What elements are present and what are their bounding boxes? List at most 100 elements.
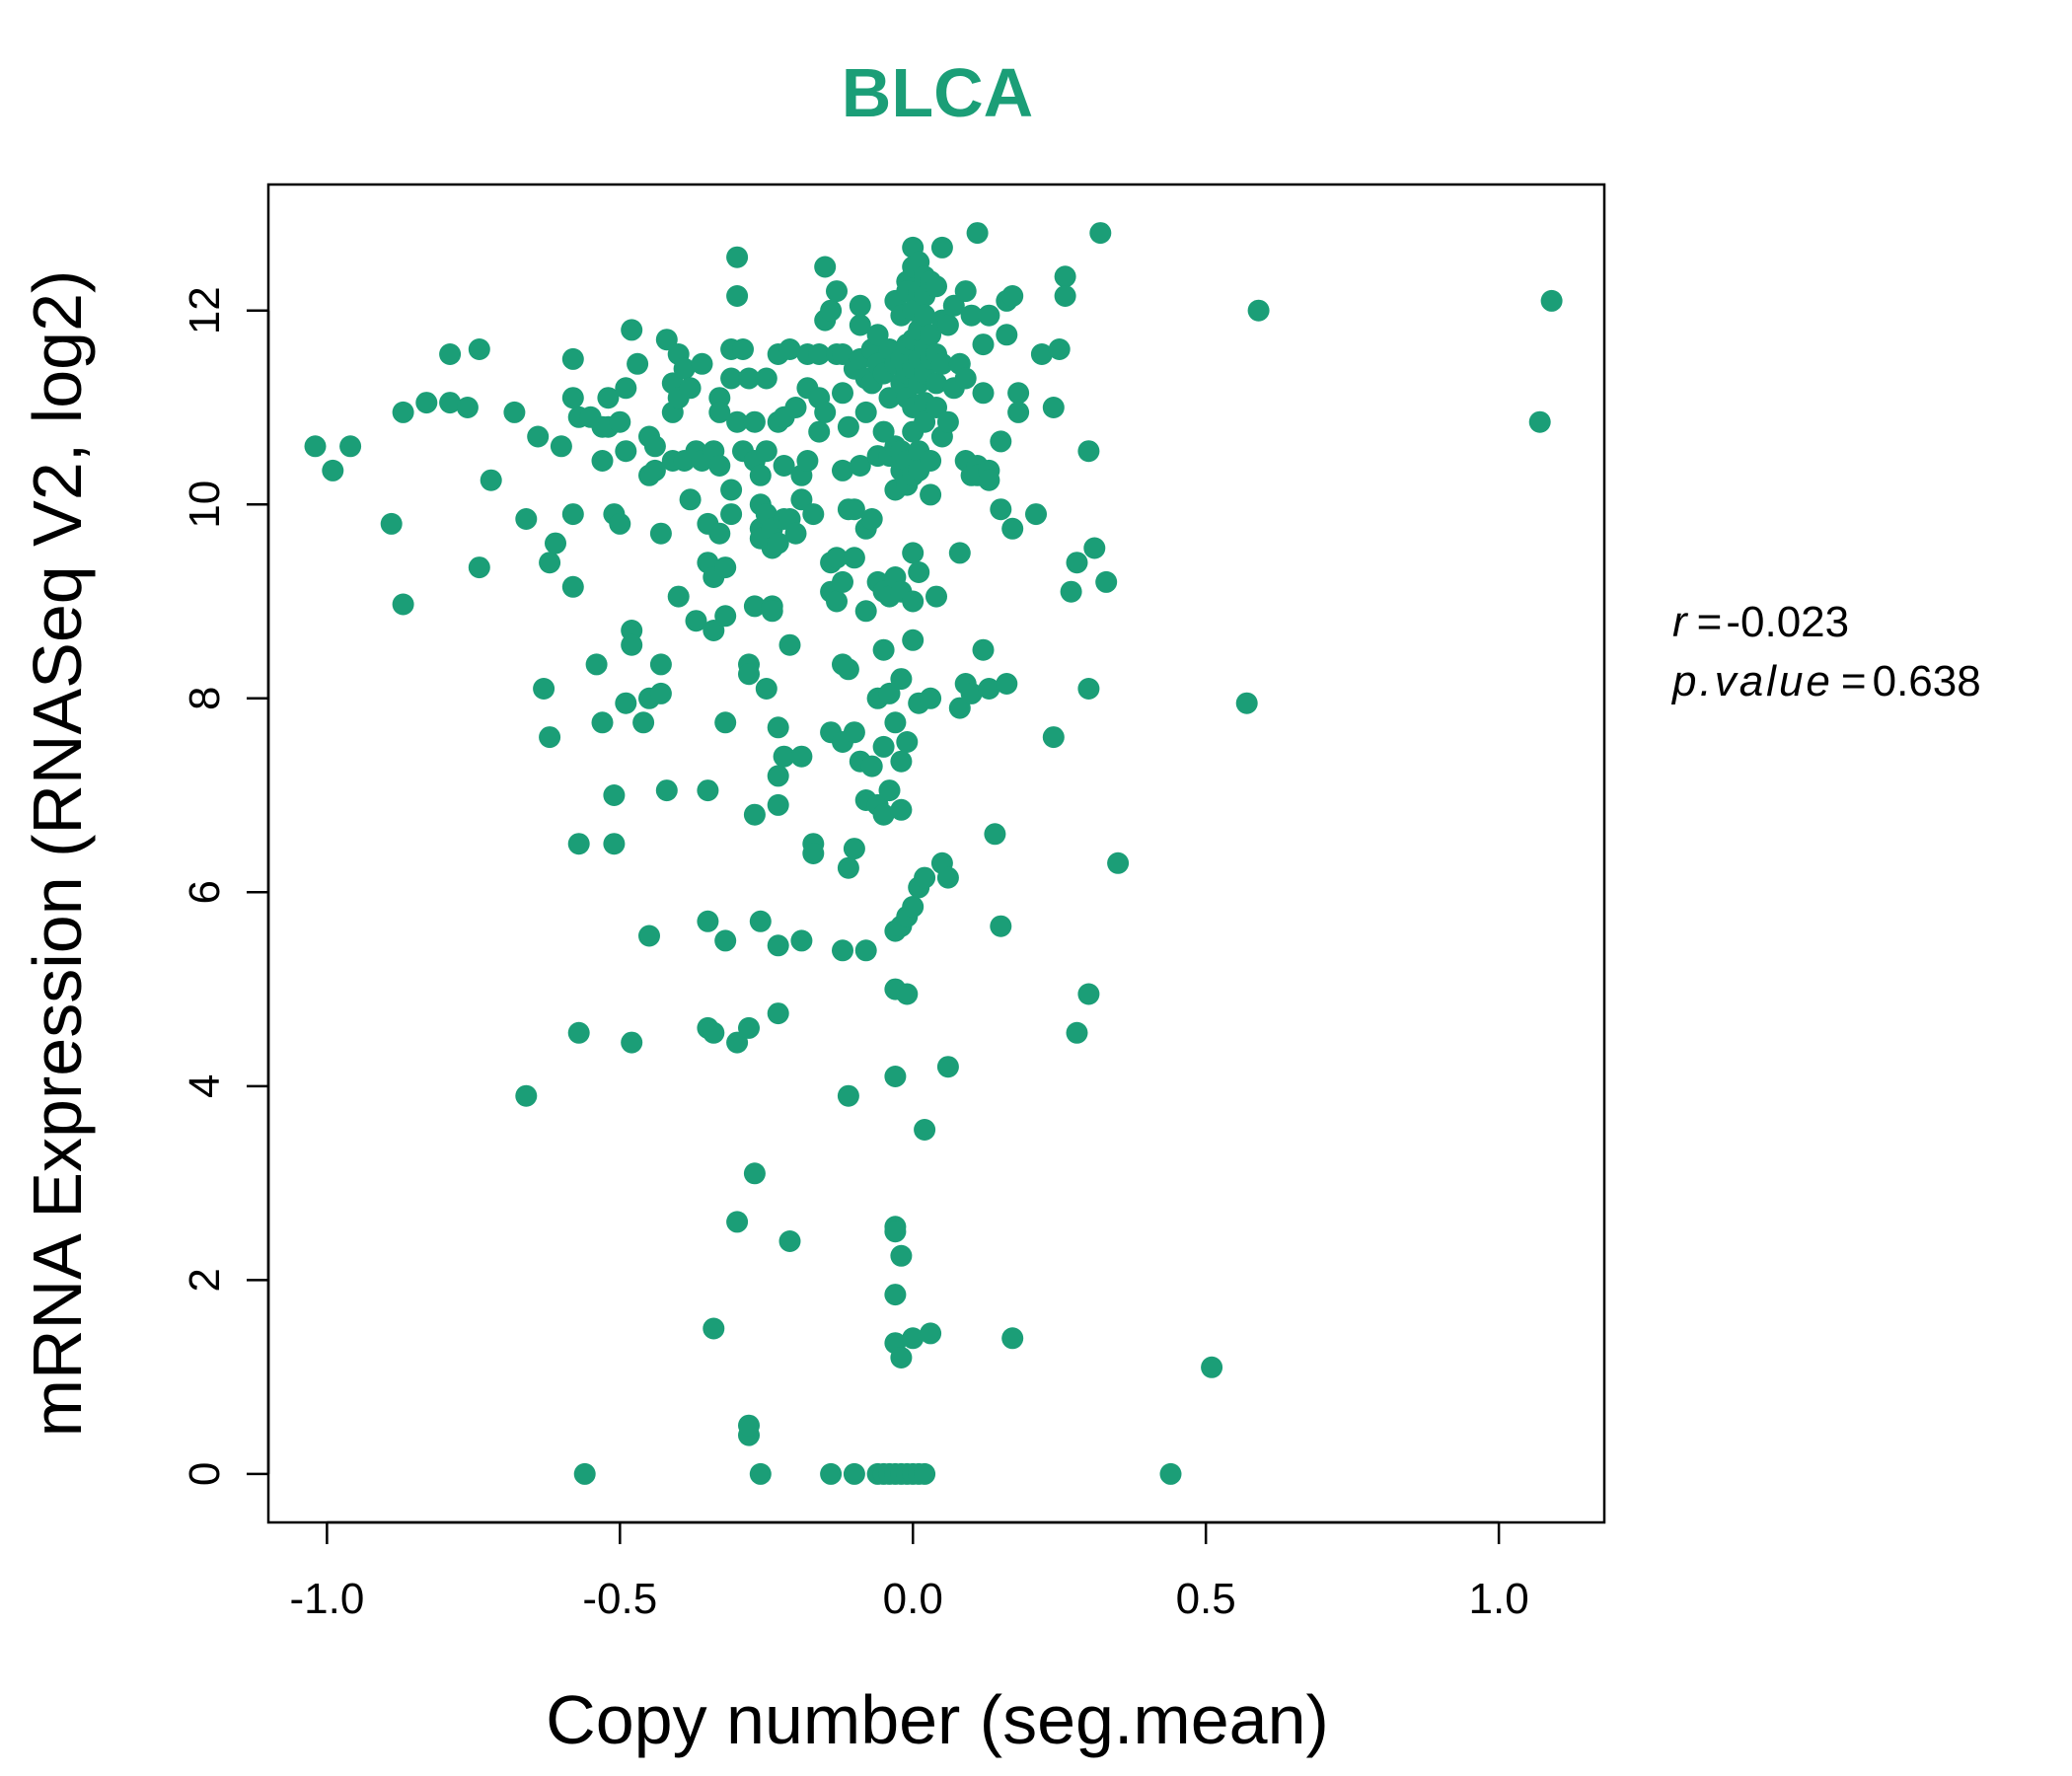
data-point [503,401,526,423]
data-point [773,455,795,477]
data-point [726,1211,749,1233]
data-point [708,401,731,423]
data-point [703,620,725,641]
data-point [655,779,678,802]
data-point [984,823,1006,846]
data-point [925,275,947,298]
data-point [1089,222,1112,245]
data-point [832,343,853,365]
data-point [621,319,643,341]
data-point [978,469,1000,491]
data-point [843,838,865,860]
data-points [304,222,1563,1485]
data-point [925,585,947,608]
r-label: r [1672,598,1689,646]
data-point [896,731,919,753]
p-stat-line: p.value = 0.638 [1670,657,1981,705]
data-point [890,798,913,821]
data-point [743,803,766,826]
data-point [808,343,831,365]
r-value: -0.023 [1726,598,1849,646]
data-point [914,866,936,889]
data-point [550,435,572,458]
data-point [749,464,772,486]
data-point [784,522,807,545]
data-point [996,673,1018,695]
data-point [872,735,895,758]
y-axis: 0 2 4 6 8 10 12 [181,286,270,1486]
p-equals: = [1841,657,1867,705]
data-point [872,803,895,826]
data-point [1030,343,1053,365]
data-point [755,678,777,700]
data-point [567,833,590,855]
data-point [649,682,672,704]
data-point [948,542,971,564]
data-point [902,629,925,651]
data-point [837,415,859,438]
x-axis: -1.0 -0.5 0.0 0.5 1.0 [289,1520,1529,1623]
data-point [643,459,666,481]
data-point [790,488,813,511]
data-point [615,692,637,714]
data-point [778,633,801,656]
data-point [691,352,713,375]
data-point [920,687,942,709]
data-point [890,668,913,691]
data-point [996,324,1018,346]
data-point [304,435,327,458]
data-point [339,435,362,458]
p-value: 0.638 [1873,657,1981,705]
data-point [767,793,789,816]
data-point [914,410,936,433]
data-point [914,1119,936,1141]
data-point [908,561,930,583]
data-point [726,285,749,307]
data-point [755,367,777,390]
data-point [439,392,462,414]
data-point [621,1031,643,1054]
data-point [778,1230,801,1252]
data-point [1083,537,1106,559]
data-point [778,338,801,360]
data-point [832,939,853,962]
data-point [890,1347,913,1369]
data-point [814,401,837,423]
data-point [802,503,825,526]
data-point [920,450,942,472]
data-point [726,1031,749,1054]
data-point [948,697,971,719]
data-point [749,1462,772,1485]
data-point [585,653,608,676]
data-point [890,750,913,773]
data-point [860,508,883,530]
data-point [743,595,766,618]
data-point [808,420,831,443]
data-point [697,779,719,802]
data-point [930,236,953,259]
data-point [1235,692,1258,714]
data-point [679,377,702,400]
data-point [878,779,901,802]
data-point [561,347,584,370]
data-point [527,425,550,448]
data-point [380,512,403,535]
data-point [884,1066,907,1087]
data-point [732,338,754,360]
data-point [1048,338,1071,360]
data-point [914,304,936,327]
data-point [468,556,490,579]
data-point [539,726,561,749]
r-equals: = [1697,598,1723,646]
data-point [1001,285,1024,307]
data-point [603,833,626,855]
data-point [667,585,690,608]
y-tick-label: 12 [181,286,229,334]
data-point [972,638,995,661]
data-point [679,488,702,511]
data-point [942,294,965,317]
data-point [990,915,1012,937]
data-point [902,590,925,613]
data-point [714,711,737,734]
data-point [843,1462,865,1485]
